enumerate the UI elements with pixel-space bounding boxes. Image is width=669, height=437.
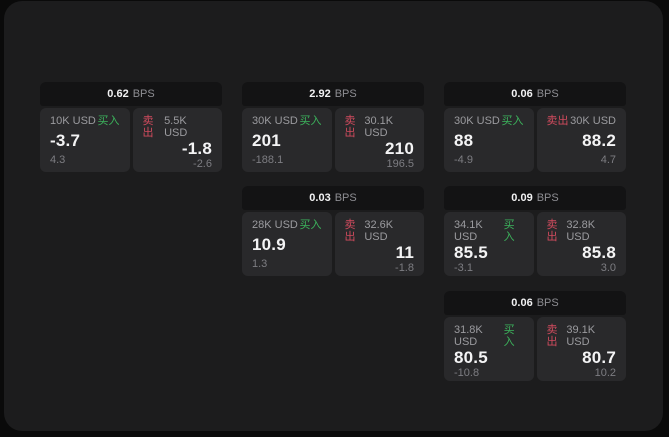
sell-change: -2.6 bbox=[193, 158, 212, 170]
sell-price: 11 bbox=[395, 243, 414, 262]
buy-price: -3.7 bbox=[50, 131, 81, 150]
sell-amount: 32.8K USD bbox=[566, 219, 596, 243]
buy-change: -3.1 bbox=[454, 262, 473, 274]
bps-value: 0.06 bbox=[511, 88, 533, 100]
buy-price: 201 bbox=[252, 131, 281, 150]
bps-unit-label: BPS bbox=[536, 192, 559, 204]
sell-change: 4.7 bbox=[600, 154, 616, 166]
sell-tile[interactable]: 卖出 39.1K USD 80.7 10.2 bbox=[536, 317, 626, 381]
sell-change: 10.2 bbox=[594, 367, 616, 379]
sell-amount: 30K USD bbox=[570, 115, 616, 127]
card-header: 0.62 BPS bbox=[40, 82, 222, 106]
sell-tile[interactable]: 卖出 32.8K USD 85.8 3.0 bbox=[536, 212, 626, 276]
quote-card: 0.62 BPS 10K USD 买入 -3.7 4.3 卖出 5.5K USD… bbox=[40, 82, 222, 172]
sell-price: 80.7 bbox=[582, 348, 616, 367]
buy-tile[interactable]: 31.8K USD 买入 80.5 -10.8 bbox=[444, 317, 534, 381]
sell-amount: 30.1K USD bbox=[364, 115, 394, 139]
buy-label: 买入 bbox=[503, 324, 515, 348]
bps-value: 0.03 bbox=[309, 192, 331, 204]
buy-tile[interactable]: 30K USD 买入 201 -188.1 bbox=[242, 108, 332, 172]
buy-amount: 30K USD bbox=[252, 115, 298, 127]
card-body: 30K USD 买入 88 -4.9 卖出 30K USD 88.2 4.7 bbox=[444, 108, 626, 172]
bps-unit-label: BPS bbox=[536, 88, 559, 100]
buy-change: -4.9 bbox=[454, 154, 473, 166]
buy-amount: 31.8K USD bbox=[454, 324, 483, 348]
buy-change: -188.1 bbox=[252, 154, 284, 166]
buy-change: -10.8 bbox=[454, 367, 480, 379]
card-body: 34.1K USD 买入 85.5 -3.1 卖出 32.8K USD 85.8… bbox=[444, 212, 626, 276]
buy-change: 4.3 bbox=[50, 154, 66, 166]
sell-label: 卖出 bbox=[344, 219, 356, 243]
quote-card: 0.06 BPS 31.8K USD 买入 80.5 -10.8 卖出 39.1… bbox=[444, 291, 626, 381]
quote-card: 0.09 BPS 34.1K USD 买入 85.5 -3.1 卖出 32.8K… bbox=[444, 186, 626, 276]
buy-price: 85.5 bbox=[454, 243, 488, 262]
card-header: 0.03 BPS bbox=[242, 186, 424, 210]
buy-change: 1.3 bbox=[252, 258, 268, 270]
sell-tile[interactable]: 卖出 5.5K USD -1.8 -2.6 bbox=[132, 108, 222, 172]
bps-unit-label: BPS bbox=[132, 88, 155, 100]
sell-tile[interactable]: 卖出 32.6K USD 11 -1.8 bbox=[334, 212, 424, 276]
sell-price: 88.2 bbox=[582, 131, 616, 150]
bps-value: 0.06 bbox=[511, 297, 533, 309]
buy-price: 80.5 bbox=[454, 348, 488, 367]
quote-card: 0.03 BPS 28K USD 买入 10.9 1.3 卖出 32.6K US… bbox=[242, 186, 424, 276]
buy-price: 10.9 bbox=[252, 235, 286, 254]
buy-amount: 30K USD bbox=[454, 115, 500, 127]
bps-value: 0.09 bbox=[511, 192, 533, 204]
sell-price: -1.8 bbox=[181, 139, 212, 158]
quote-card: 0.06 BPS 30K USD 买入 88 -4.9 卖出 30K USD 8… bbox=[444, 82, 626, 172]
sell-label: 卖出 bbox=[546, 324, 558, 348]
bps-unit-label: BPS bbox=[536, 297, 559, 309]
card-body: 10K USD 买入 -3.7 4.3 卖出 5.5K USD -1.8 -2.… bbox=[40, 108, 222, 172]
sell-price: 210 bbox=[385, 139, 414, 158]
card-header: 0.06 BPS bbox=[444, 291, 626, 315]
buy-tile[interactable]: 30K USD 买入 88 -4.9 bbox=[444, 108, 534, 172]
buy-tile[interactable]: 28K USD 买入 10.9 1.3 bbox=[242, 212, 332, 276]
buy-label: 买入 bbox=[299, 115, 322, 127]
sell-price: 85.8 bbox=[582, 243, 616, 262]
sell-tile[interactable]: 卖出 30.1K USD 210 196.5 bbox=[334, 108, 424, 172]
buy-label: 买入 bbox=[299, 219, 322, 231]
buy-tile[interactable]: 34.1K USD 买入 85.5 -3.1 bbox=[444, 212, 534, 276]
sell-change: -1.8 bbox=[395, 262, 414, 274]
bps-value: 2.92 bbox=[309, 88, 331, 100]
card-body: 31.8K USD 买入 80.5 -10.8 卖出 39.1K USD 80.… bbox=[444, 317, 626, 381]
sell-change: 196.5 bbox=[386, 158, 414, 170]
bps-unit-label: BPS bbox=[334, 88, 357, 100]
sell-amount: 5.5K USD bbox=[164, 115, 188, 139]
quote-card: 2.92 BPS 30K USD 买入 201 -188.1 卖出 30.1K … bbox=[242, 82, 424, 172]
sell-label: 卖出 bbox=[142, 115, 154, 139]
buy-amount: 34.1K USD bbox=[454, 219, 483, 243]
sell-label: 卖出 bbox=[344, 115, 356, 139]
buy-label: 买入 bbox=[501, 115, 524, 127]
buy-price: 88 bbox=[454, 131, 474, 150]
sell-amount: 39.1K USD bbox=[566, 324, 596, 348]
card-header: 0.09 BPS bbox=[444, 186, 626, 210]
sell-amount: 32.6K USD bbox=[364, 219, 394, 243]
card-header: 0.06 BPS bbox=[444, 82, 626, 106]
buy-label: 买入 bbox=[503, 219, 515, 243]
sell-label: 卖出 bbox=[546, 115, 569, 127]
card-header: 2.92 BPS bbox=[242, 82, 424, 106]
buy-tile[interactable]: 10K USD 买入 -3.7 4.3 bbox=[40, 108, 130, 172]
buy-amount: 28K USD bbox=[252, 219, 298, 231]
card-body: 30K USD 买入 201 -188.1 卖出 30.1K USD 210 1… bbox=[242, 108, 424, 172]
sell-tile[interactable]: 卖出 30K USD 88.2 4.7 bbox=[536, 108, 626, 172]
sell-change: 3.0 bbox=[600, 262, 616, 274]
bps-value: 0.62 bbox=[107, 88, 129, 100]
buy-amount: 10K USD bbox=[50, 115, 96, 127]
bps-unit-label: BPS bbox=[334, 192, 357, 204]
buy-label: 买入 bbox=[97, 115, 120, 127]
sell-label: 卖出 bbox=[546, 219, 558, 243]
card-body: 28K USD 买入 10.9 1.3 卖出 32.6K USD 11 -1.8 bbox=[242, 212, 424, 276]
